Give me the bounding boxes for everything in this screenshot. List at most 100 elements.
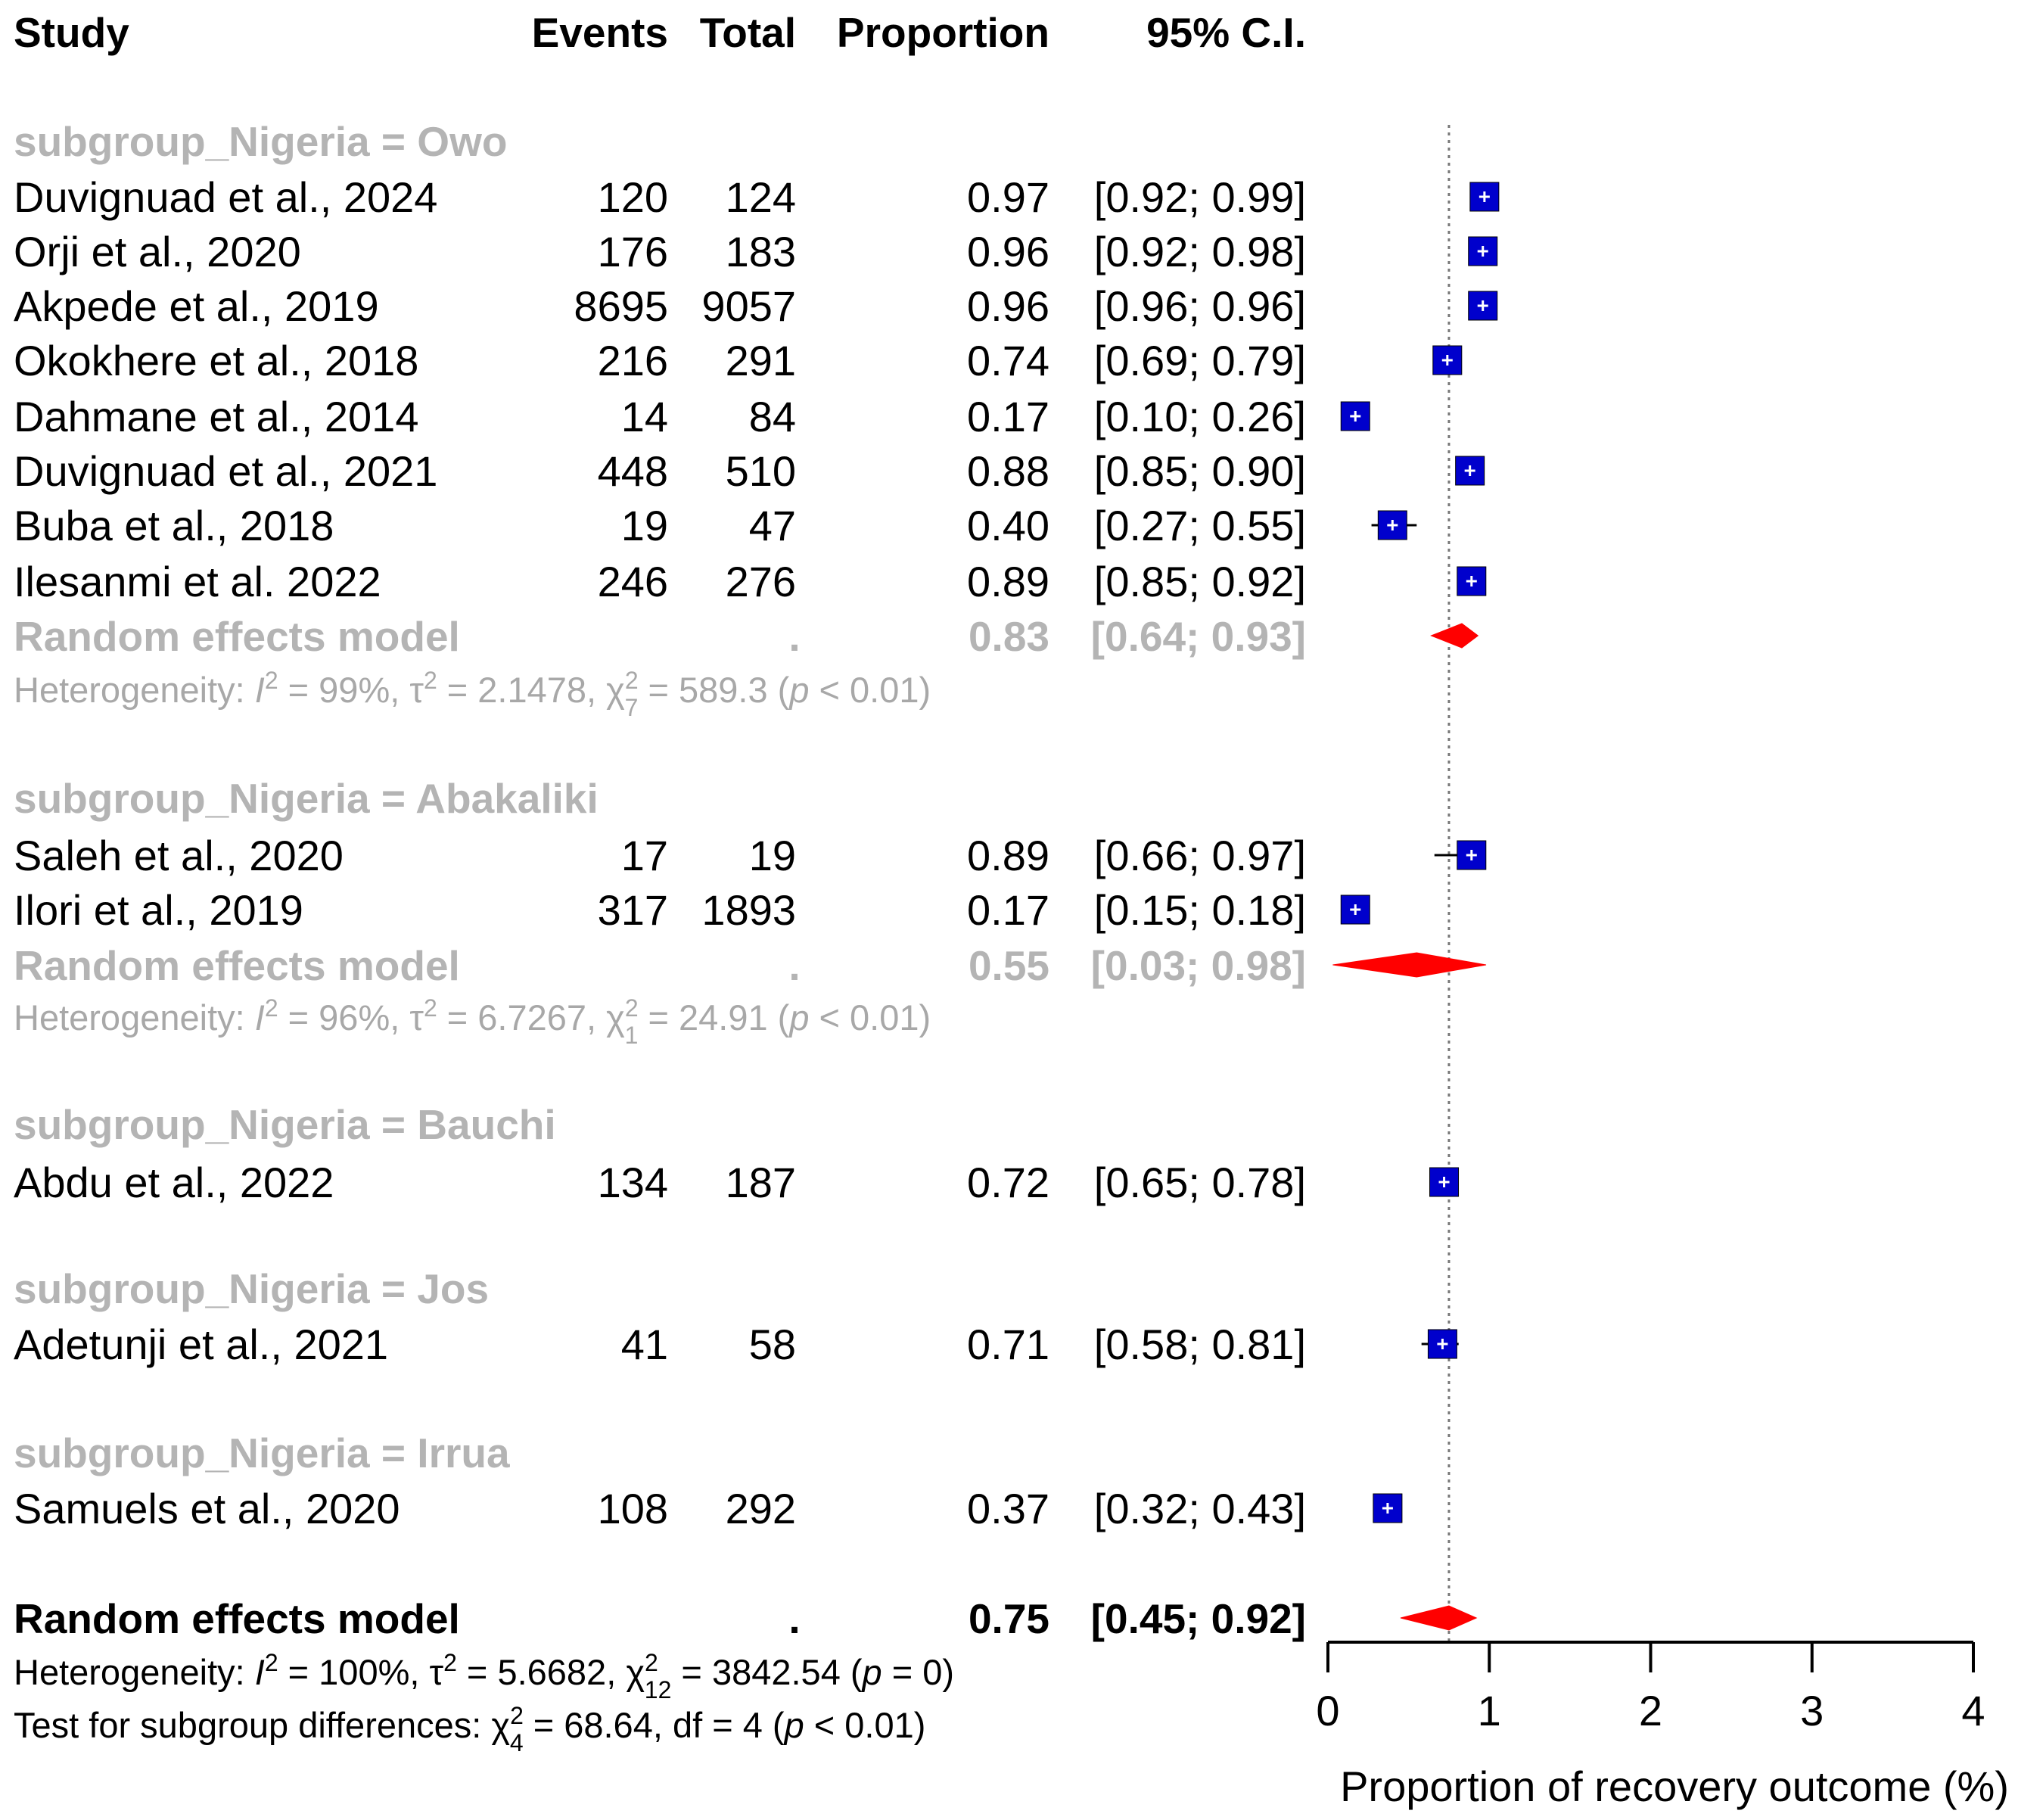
study-name: Duvignuad et al., 2021 xyxy=(14,447,437,495)
subgroup-random-effects-diamond xyxy=(1430,623,1479,649)
study-proportion: 0.17 xyxy=(967,393,1049,440)
study-total: 183 xyxy=(726,228,796,275)
header-study: Study xyxy=(14,9,129,56)
subgroup-label: subgroup_Nigeria = Owo xyxy=(14,118,507,165)
subgroup-random-effects-label: Random effects model xyxy=(14,613,460,660)
study-events: 108 xyxy=(598,1485,668,1532)
subgroup-label: subgroup_Nigeria = Irrua xyxy=(14,1430,510,1476)
study-events: 19 xyxy=(621,502,668,549)
study-ci: [0.66; 0.97] xyxy=(1094,832,1306,879)
study-proportion: 0.97 xyxy=(967,173,1049,221)
study-events: 317 xyxy=(598,886,668,934)
subgroup-random-effects-label: Random effects model xyxy=(14,942,460,989)
study-events: 17 xyxy=(621,832,668,879)
study-name: Buba et al., 2018 xyxy=(14,502,334,549)
study-events: 216 xyxy=(598,337,668,384)
study-total: 124 xyxy=(726,173,796,221)
study-proportion: 0.40 xyxy=(967,502,1049,549)
subgroup-difference-test: Test for subgroup differences: χ2 4 = 68.… xyxy=(14,1702,925,1756)
overall-random-effects-ci: [0.45; 0.92] xyxy=(1091,1595,1306,1642)
x-axis-label: Proportion of recovery outcome (%) xyxy=(1340,1762,2009,1810)
header-total: Total xyxy=(700,9,796,56)
study-name: Samuels et al., 2020 xyxy=(14,1485,400,1532)
header-events: Events xyxy=(532,9,668,56)
study-name: Dahmane et al., 2014 xyxy=(14,393,418,440)
study-events: 134 xyxy=(598,1159,668,1206)
subgroup-random-effects-events: . xyxy=(788,942,800,989)
forest-rows: subgroup_Nigeria = Owo Duvignuad et al., … xyxy=(14,118,1306,1756)
subgroup-label: subgroup_Nigeria = Jos xyxy=(14,1265,489,1312)
study-name: Saleh et al., 2020 xyxy=(14,832,344,879)
subgroup-heterogeneity: Heterogeneity: I2 = 96%, τ2 = 6.7267, χ2… xyxy=(14,994,931,1049)
x-tick-label: 4 xyxy=(1961,1687,1985,1734)
subgroup-random-effects-proportion: 0.55 xyxy=(969,942,1049,989)
x-tick-label: 3 xyxy=(1800,1687,1824,1734)
overall-heterogeneity: Heterogeneity: I2 = 100%, τ2 = 5.6682, χ… xyxy=(14,1649,954,1703)
study-total: 9057 xyxy=(701,282,796,330)
study-name: Okokhere et al., 2018 xyxy=(14,337,418,384)
study-ci: [0.96; 0.96] xyxy=(1094,282,1306,330)
study-total: 292 xyxy=(726,1485,796,1532)
study-ci: [0.85; 0.90] xyxy=(1094,447,1306,495)
subgroup-label: subgroup_Nigeria = Abakaliki xyxy=(14,775,599,822)
study-ci: [0.65; 0.78] xyxy=(1094,1159,1306,1206)
study-name: Akpede et al., 2019 xyxy=(14,282,379,330)
study-total: 291 xyxy=(726,337,796,384)
subgroup-random-effects-ci: [0.64; 0.93] xyxy=(1091,613,1306,660)
subgroup-random-effects-ci: [0.03; 0.98] xyxy=(1091,942,1306,989)
study-events: 120 xyxy=(598,173,668,221)
study-name: Duvignuad et al., 2024 xyxy=(14,173,437,221)
column-headers: Study Events Total Proportion 95% C.I. xyxy=(14,9,1306,56)
study-total: 84 xyxy=(749,393,796,440)
x-tick-label: 0 xyxy=(1316,1687,1339,1734)
study-total: 58 xyxy=(749,1321,796,1368)
header-ci: 95% C.I. xyxy=(1146,9,1306,56)
study-name: Ilesanmi et al. 2022 xyxy=(14,558,381,605)
study-name: Adetunji et al., 2021 xyxy=(14,1321,388,1368)
study-ci: [0.69; 0.79] xyxy=(1094,337,1306,384)
study-events: 448 xyxy=(598,447,668,495)
study-proportion: 0.96 xyxy=(967,228,1049,275)
study-ci: [0.92; 0.98] xyxy=(1094,228,1306,275)
study-events: 246 xyxy=(598,558,668,605)
study-total: 1893 xyxy=(701,886,796,934)
study-name: Orji et al., 2020 xyxy=(14,228,301,275)
study-ci: [0.27; 0.55] xyxy=(1094,502,1306,549)
subgroup-random-effects-events: . xyxy=(788,613,800,660)
study-ci: [0.92; 0.99] xyxy=(1094,173,1306,221)
x-axis: 0 1 2 3 4 Proportion of recovery outcome (%) xyxy=(1316,1641,2009,1810)
overall-random-effects-events: . xyxy=(788,1595,800,1642)
study-ci: [0.58; 0.81] xyxy=(1094,1321,1306,1368)
study-box xyxy=(1468,236,1498,266)
study-ci: [0.85; 0.92] xyxy=(1094,558,1306,605)
study-proportion: 0.89 xyxy=(967,558,1049,605)
header-proportion: Proportion xyxy=(837,9,1049,56)
study-events: 8695 xyxy=(574,282,668,330)
study-proportion: 0.74 xyxy=(967,337,1049,384)
overall-random-effects-label: Random effects model xyxy=(14,1595,460,1642)
study-proportion: 0.72 xyxy=(967,1159,1049,1206)
study-events: 176 xyxy=(598,228,668,275)
study-name: Abdu et al., 2022 xyxy=(14,1159,334,1206)
study-proportion: 0.17 xyxy=(967,886,1049,934)
study-ci: [0.10; 0.26] xyxy=(1094,393,1306,440)
study-proportion: 0.89 xyxy=(967,832,1049,879)
forest-marks xyxy=(1332,182,1500,1631)
study-total: 19 xyxy=(749,832,796,879)
subgroup-random-effects-proportion: 0.83 xyxy=(969,613,1049,660)
study-proportion: 0.37 xyxy=(967,1485,1049,1532)
study-proportion: 0.88 xyxy=(967,447,1049,495)
overall-random-effects-diamond xyxy=(1400,1605,1478,1631)
overall-random-effects-proportion: 0.75 xyxy=(969,1595,1049,1642)
study-total: 47 xyxy=(749,502,796,549)
study-ci: [0.15; 0.18] xyxy=(1094,886,1306,934)
study-proportion: 0.71 xyxy=(967,1321,1049,1368)
subgroup-random-effects-diamond xyxy=(1332,952,1487,978)
study-events: 14 xyxy=(621,393,668,440)
study-name: Ilori et al., 2019 xyxy=(14,886,303,934)
study-total: 510 xyxy=(726,447,796,495)
study-proportion: 0.96 xyxy=(967,282,1049,330)
x-tick-label: 2 xyxy=(1639,1687,1662,1734)
x-tick-label: 1 xyxy=(1478,1687,1501,1734)
